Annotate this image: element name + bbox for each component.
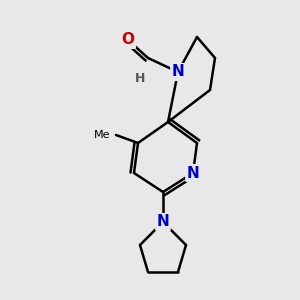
Text: N: N <box>157 214 169 230</box>
Text: N: N <box>172 64 184 80</box>
Text: N: N <box>187 166 200 181</box>
Text: H: H <box>135 73 145 85</box>
Text: Me: Me <box>94 130 110 140</box>
Text: O: O <box>122 32 134 47</box>
